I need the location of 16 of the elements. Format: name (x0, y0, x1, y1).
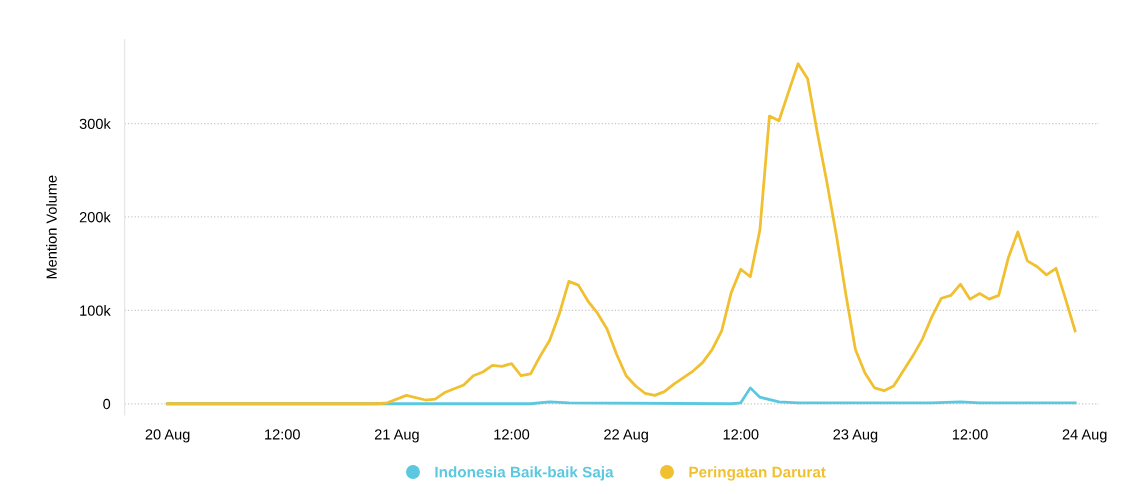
x-tick-label: 12:00 (723, 429, 759, 440)
y-axis-title: Mention Volume (46, 175, 57, 279)
x-tick-label: 23 Aug (833, 429, 878, 443)
x-tick-label: 12:00 (265, 429, 300, 440)
x-tick-label: 12:00 (494, 429, 530, 440)
x-tick-label: 21 Aug (374, 429, 419, 443)
y-tick-label: 100k (80, 305, 111, 316)
x-tick-label: 20 Aug (145, 429, 190, 443)
legend-label: Peringatan Darurat (689, 466, 826, 481)
x-tick-label: 22 Aug (604, 429, 648, 443)
x-tick-label: 12:00 (952, 429, 988, 440)
x-tick-label: 24 Aug (1062, 429, 1107, 443)
y-tick-label: 200k (79, 211, 111, 223)
legend-label: Indonesia Baik-baik Saja (435, 466, 614, 481)
y-tick-label: 0 (103, 398, 111, 410)
y-tick-label: 300k (79, 118, 111, 129)
